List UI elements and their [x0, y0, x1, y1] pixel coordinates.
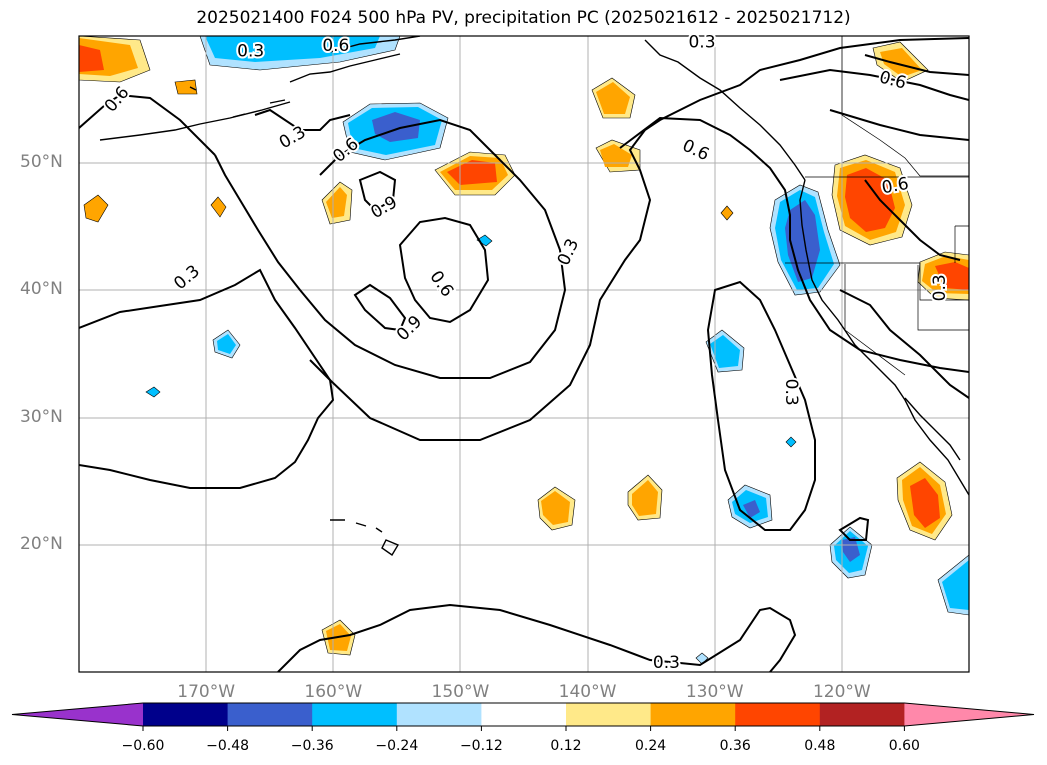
colorbar-segment: [227, 703, 313, 726]
lon-label: 160°W: [304, 682, 363, 702]
contour-0.3-upper: [254, 108, 351, 131]
shade-129w-46n: [720, 205, 734, 221]
contour-label: 0.3: [781, 379, 801, 406]
contour-label: 0.3: [653, 653, 680, 673]
contour-0.6-inner: [214, 118, 567, 379]
contour-0.9-loop: [398, 216, 490, 324]
lat-label: 30°N: [20, 406, 63, 427]
contour-0.6-nw-us: [864, 179, 961, 261]
colorbar-tick-label: −0.12: [459, 738, 503, 754]
lon-label: 170°W: [177, 682, 236, 702]
lon-label: 130°W: [685, 682, 744, 702]
contour-0.3-small-se: [838, 516, 870, 541]
pv-contours: [79, 37, 969, 672]
contour-label: 0.9: [367, 192, 400, 223]
contour-label: 0.9: [393, 312, 426, 345]
colorbar-extend-low: [12, 703, 143, 726]
colorbar-tick-label: −0.36: [290, 738, 334, 754]
contour-label: 0.6: [101, 83, 134, 117]
colorbar-segment: [566, 703, 652, 726]
colorbar-segment: [735, 703, 821, 726]
map-content: [79, 36, 969, 672]
shade-178w-47n: [83, 194, 109, 223]
contour-label: 0.3: [237, 41, 264, 61]
contour-label: 0.6: [425, 267, 457, 301]
plot-frame: [78, 35, 970, 673]
colorbar-segment: [396, 703, 482, 726]
contour-0.3-east-upper: [779, 68, 969, 101]
shade-168w-47n: [210, 196, 227, 218]
colorbar-tick-label: 0.48: [804, 738, 836, 754]
colorbar-tick-label: 0.36: [719, 738, 751, 754]
lat-label: 20°N: [20, 533, 63, 554]
contour-0.6-east: [619, 116, 969, 373]
lat-label: 40°N: [20, 279, 63, 300]
colorbar-tick-label: −0.60: [121, 738, 165, 754]
coastlines: [99, 36, 969, 557]
lat-label: 50°N: [20, 152, 63, 173]
contour-0.3-se: [839, 289, 969, 399]
contour-0.6-ne-top: [864, 54, 969, 76]
gridlines: [79, 36, 969, 672]
precip-shading: [79, 36, 969, 665]
colorbar: [11, 702, 1035, 731]
shade-neg-175w-32n: [145, 386, 161, 398]
contour-0.3-south-loop: [706, 280, 816, 531]
shade-neg-131w-11n: [695, 652, 709, 665]
shade-neg-124w-28n: [785, 436, 797, 448]
contour-label: 0.3: [554, 236, 584, 269]
contour-0.9-small: [358, 170, 397, 212]
contour-0.9-lower: [353, 283, 407, 332]
colorbar-segment: [819, 703, 905, 726]
contour-0.6-top-left: [79, 93, 216, 156]
shade-neg-148w-44n: [476, 234, 493, 247]
contour-0.3-far-west: [79, 359, 335, 489]
colorbar-segment: [481, 703, 567, 726]
colorbar-extend-high: [904, 703, 1034, 726]
political-borders: [785, 36, 969, 376]
shade-small-174w: [174, 79, 198, 95]
lon-label: 140°W: [558, 682, 617, 702]
contour-0.6-east-right: [829, 109, 969, 141]
contour-label: 0.3: [170, 261, 204, 294]
colorbar-tick-label: 0.12: [550, 738, 582, 754]
lon-label: 120°W: [812, 682, 871, 702]
colorbar-segment: [650, 703, 736, 726]
lon-label: 150°W: [431, 682, 490, 702]
colorbar-tick-label: 0.60: [888, 738, 920, 754]
colorbar-tick-label: −0.24: [375, 738, 419, 754]
colorbar-segment: [312, 703, 398, 726]
colorbar-tick-label: −0.48: [206, 738, 250, 754]
contour-label: 0.3: [688, 32, 715, 52]
colorbar-segment: [143, 703, 229, 726]
contour-label: 0.3: [930, 274, 950, 301]
contour-0.3-main: [79, 37, 969, 441]
contour-label: 0.3: [276, 122, 309, 153]
contour-0.3-bottom: [277, 603, 797, 672]
contour-label: 0.6: [679, 136, 712, 166]
colorbar-tick-label: 0.24: [635, 738, 667, 754]
figure-title: 2025021400 F024 500 hPa PV, precipitatio…: [196, 8, 851, 28]
contour-label: 0.6: [322, 36, 349, 56]
